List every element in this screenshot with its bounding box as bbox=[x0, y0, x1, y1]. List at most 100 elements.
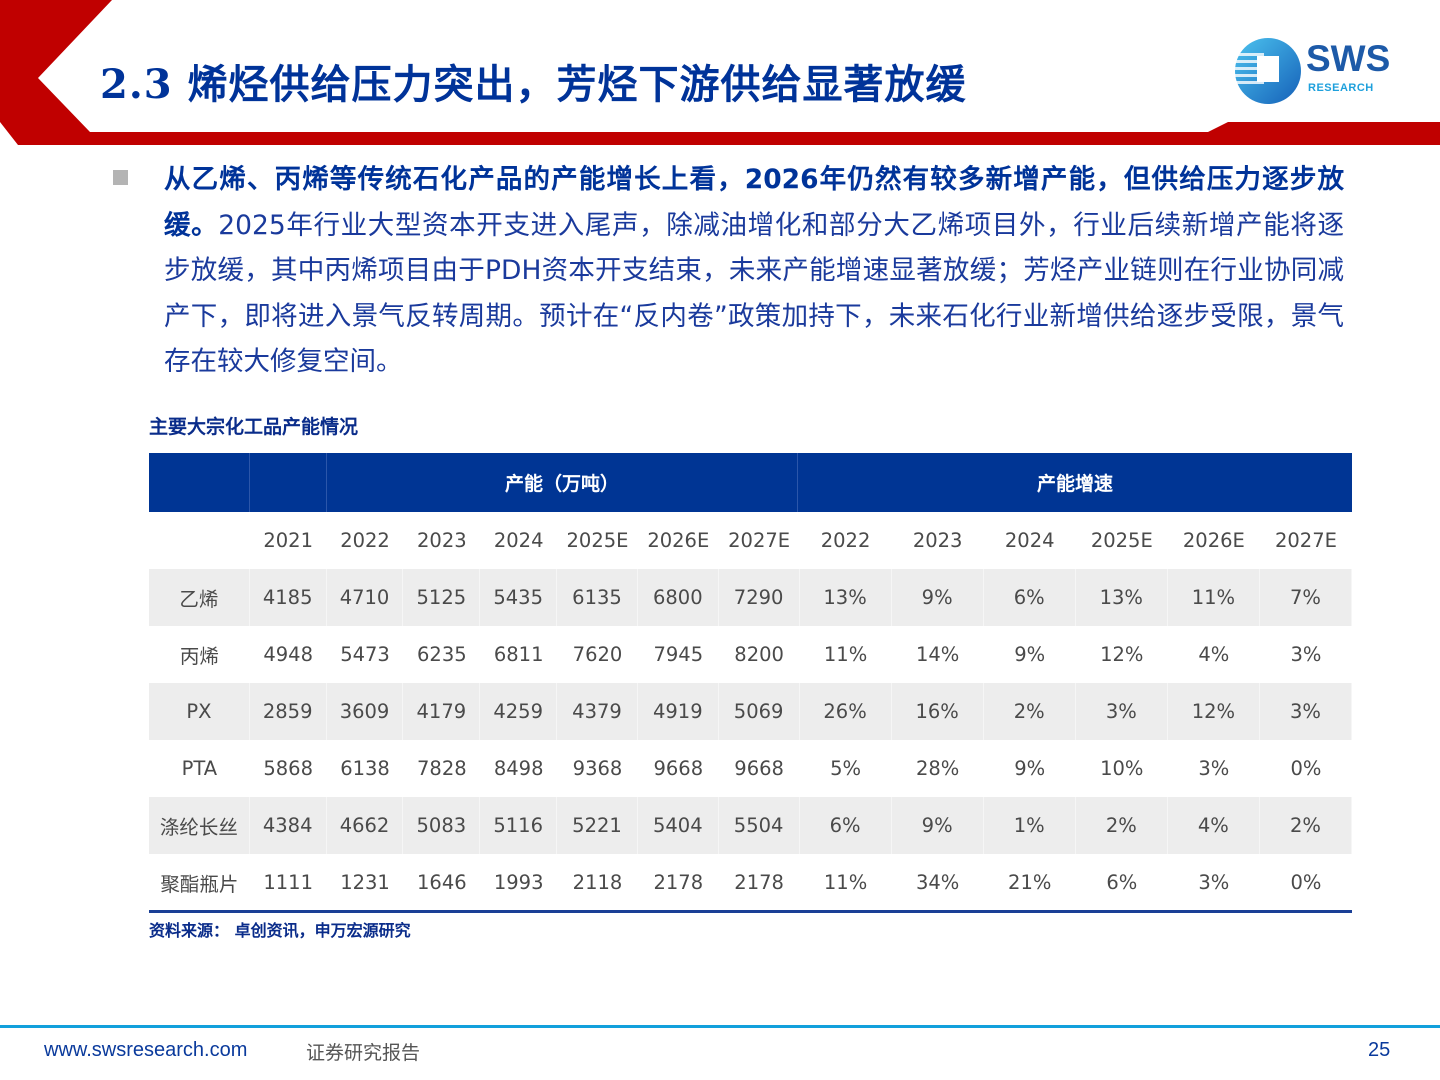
growth-cell: 3% bbox=[1076, 683, 1168, 740]
year-cap: 2022 bbox=[340, 529, 390, 552]
year-cap: 2021 bbox=[263, 529, 313, 552]
growth-cell: 9% bbox=[1014, 643, 1046, 666]
row-label: 聚酯瓶片 bbox=[160, 873, 239, 896]
growth-cell: 5% bbox=[830, 757, 862, 780]
growth-cell: 12% bbox=[1100, 643, 1144, 666]
growth-cell: 9% bbox=[1014, 757, 1046, 780]
capacity-cell: 5069 bbox=[719, 683, 800, 740]
year-cap: 2027E bbox=[728, 529, 791, 552]
year-cap: 2026E bbox=[647, 529, 710, 552]
growth-cell: 6% bbox=[800, 797, 892, 854]
row-label: PTA bbox=[181, 757, 218, 780]
capacity-cell: 5083 bbox=[403, 797, 481, 854]
sws-logo-icon bbox=[1233, 38, 1301, 104]
table-row: 乙烯 4185 4710 5125 5435 6135 6800 7290 13… bbox=[149, 569, 1352, 626]
year-growth: 2024 bbox=[1004, 529, 1055, 552]
capacity-cell: 4179 bbox=[403, 683, 481, 740]
growth-cell: 13% bbox=[1076, 569, 1168, 626]
capacity-cell: 1646 bbox=[417, 871, 467, 894]
header-banner-shape bbox=[0, 0, 1440, 145]
footer-report-label: 证券研究报告 bbox=[306, 1042, 421, 1064]
capacity-cell: 6235 bbox=[417, 643, 467, 666]
growth-cell: 6% bbox=[984, 569, 1076, 626]
year-growth: 2026E bbox=[1182, 529, 1245, 552]
capacity-cell: 4379 bbox=[557, 683, 638, 740]
table-row: PX 2859 3609 4179 4259 4379 4919 5069 26… bbox=[149, 683, 1352, 740]
capacity-cell: 7828 bbox=[417, 757, 467, 780]
capacity-cell: 5404 bbox=[638, 797, 719, 854]
row-label: PX bbox=[149, 683, 250, 740]
growth-cell: 12% bbox=[1168, 683, 1260, 740]
growth-cell: 3% bbox=[1260, 683, 1352, 740]
year-blank bbox=[149, 512, 250, 569]
table-row: 涤纶长丝 4384 4662 5083 5116 5221 5404 5504 … bbox=[149, 797, 1352, 854]
capacity-cell: 6138 bbox=[340, 757, 390, 780]
year-growth: 2027E bbox=[1274, 529, 1337, 552]
footer-rule bbox=[0, 1025, 1440, 1028]
capacity-cell: 2859 bbox=[250, 683, 327, 740]
growth-cell: 9% bbox=[892, 797, 984, 854]
table-source-note: 资料来源： 卓创资讯，申万宏源研究 bbox=[149, 921, 411, 940]
growth-cell: 14% bbox=[915, 643, 960, 666]
growth-cell: 2% bbox=[1260, 797, 1352, 854]
growth-cell: 28% bbox=[915, 757, 960, 780]
capacity-cell: 4259 bbox=[480, 683, 558, 740]
capacity-cell: 7290 bbox=[719, 569, 800, 626]
table-row: 丙烯 4948 5473 6235 6811 7620 7945 8200 11… bbox=[149, 626, 1352, 683]
year-growth: 2023 bbox=[912, 529, 963, 552]
footer-website-link[interactable]: www.swsresearch.com bbox=[44, 1039, 248, 1061]
capacity-cell: 7945 bbox=[653, 643, 704, 666]
year-cap: 2024 bbox=[493, 529, 544, 552]
growth-cell: 3% bbox=[1198, 871, 1230, 894]
capacity-cell: 2118 bbox=[572, 871, 623, 894]
bullet-square-icon bbox=[113, 170, 128, 185]
growth-cell: 4% bbox=[1168, 797, 1260, 854]
growth-cell: 3% bbox=[1290, 643, 1322, 666]
row-label: 涤纶长丝 bbox=[149, 797, 250, 854]
growth-cell: 11% bbox=[1168, 569, 1260, 626]
capacity-cell: 4919 bbox=[638, 683, 719, 740]
header-blank-label bbox=[149, 453, 250, 512]
growth-cell: 2% bbox=[984, 683, 1076, 740]
header-capacity-group: 产能（万吨） bbox=[327, 453, 798, 512]
capacity-cell: 5435 bbox=[480, 569, 558, 626]
summary-bold-lead: 从乙烯、丙烯等传统石化产品的产能增长上看，2026年仍然有较多新增产能，但供给压… bbox=[164, 164, 1344, 241]
capacity-cell: 4384 bbox=[250, 797, 327, 854]
capacity-cell: 1111 bbox=[263, 871, 313, 894]
table-group-header-row: 产能（万吨） 产能增速 bbox=[149, 453, 1352, 512]
logo-subtext: RESEARCH bbox=[1308, 82, 1374, 94]
growth-cell: 10% bbox=[1100, 757, 1144, 780]
growth-cell: 11% bbox=[823, 643, 868, 666]
capacity-cell: 9668 bbox=[653, 757, 704, 780]
capacity-cell: 6811 bbox=[493, 643, 544, 666]
growth-cell: 21% bbox=[1008, 871, 1052, 894]
table-year-row: 2021 2022 2023 2024 2025E 2026E 2027E 20… bbox=[149, 512, 1352, 569]
growth-cell: 3% bbox=[1198, 757, 1230, 780]
capacity-cell: 8200 bbox=[734, 643, 784, 666]
table-row: PTA 5868 6138 7828 8498 9368 9668 9668 5… bbox=[149, 740, 1352, 797]
row-label: 乙烯 bbox=[149, 569, 250, 626]
table-title: 主要大宗化工品产能情况 bbox=[149, 416, 359, 438]
table-bottom-rule bbox=[149, 910, 1352, 913]
capacity-cell: 2178 bbox=[653, 871, 704, 894]
capacity-cell: 6135 bbox=[557, 569, 638, 626]
capacity-cell: 4948 bbox=[263, 643, 313, 666]
header-blank-2021 bbox=[250, 453, 327, 512]
growth-cell: 26% bbox=[800, 683, 892, 740]
growth-cell: 2% bbox=[1076, 797, 1168, 854]
year-cap: 2023 bbox=[417, 529, 467, 552]
growth-cell: 0% bbox=[1290, 871, 1322, 894]
sws-research-logo: SWS RESEARCH bbox=[1232, 37, 1412, 105]
growth-cell: 1% bbox=[984, 797, 1076, 854]
capacity-cell: 7620 bbox=[572, 643, 623, 666]
year-cap: 2025E bbox=[566, 529, 629, 552]
growth-cell: 16% bbox=[892, 683, 984, 740]
capacity-cell: 5504 bbox=[719, 797, 800, 854]
capacity-cell: 5221 bbox=[557, 797, 638, 854]
year-growth: 2025E bbox=[1090, 529, 1153, 552]
capacity-cell: 3609 bbox=[327, 683, 404, 740]
table-row: 聚酯瓶片 1111 1231 1646 1993 2118 2178 2178 … bbox=[149, 854, 1352, 911]
capacity-cell: 9668 bbox=[734, 757, 784, 780]
growth-cell: 13% bbox=[800, 569, 892, 626]
capacity-cell: 5473 bbox=[340, 643, 390, 666]
